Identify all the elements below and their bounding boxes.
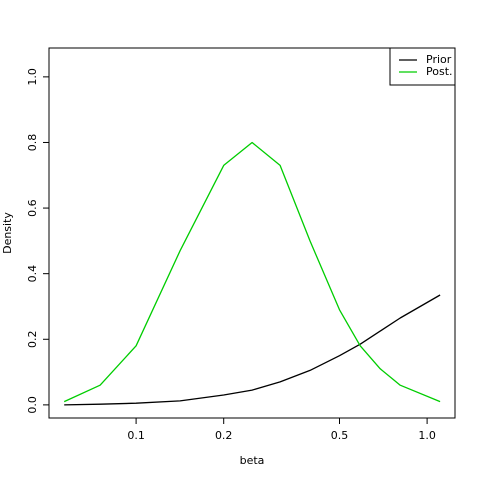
- x-tick-label: 0.2: [215, 429, 233, 442]
- y-tick-label: 0.4: [26, 265, 39, 283]
- y-tick-label: 0.2: [26, 331, 39, 349]
- legend-label: Prior: [426, 53, 452, 66]
- legend-box: [389, 47, 456, 86]
- series-line: [64, 294, 441, 406]
- y-tick-label: 0.0: [26, 396, 39, 414]
- y-tick-label: 0.8: [26, 134, 39, 152]
- x-axis-label: beta: [240, 454, 265, 467]
- x-tick-label: 1.0: [418, 429, 436, 442]
- y-axis-label: Density: [1, 212, 14, 254]
- plot-frame: [48, 47, 456, 419]
- legend-label: Post.: [426, 65, 453, 78]
- y-tick-label: 0.6: [26, 199, 39, 217]
- x-tick-label: 0.5: [331, 429, 349, 442]
- series-line: [63, 141, 441, 403]
- y-tick-label: 1.0: [26, 68, 39, 86]
- x-tick-label: 0.1: [127, 429, 145, 442]
